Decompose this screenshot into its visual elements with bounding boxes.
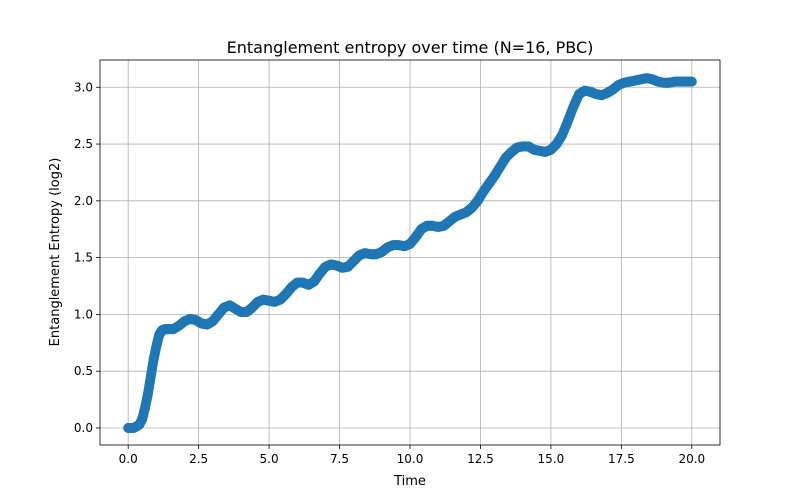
- x-tick-label: 15.0: [538, 452, 565, 466]
- y-tick-label: 1.0: [74, 307, 93, 321]
- x-tick-label: 20.0: [678, 452, 705, 466]
- x-tick-label: 2.5: [189, 452, 208, 466]
- x-tick-label: 0.0: [119, 452, 138, 466]
- x-axis-ticks: 0.0 2.5 5.0 7.5 10.0 12.5 15.0 17.5 20.0: [119, 445, 705, 466]
- y-tick-label: 0.5: [74, 364, 93, 378]
- y-axis-label: Entanglement Entropy (log2): [48, 158, 63, 347]
- y-tick-label: 1.5: [74, 251, 93, 265]
- x-tick-label: 7.5: [330, 452, 349, 466]
- y-axis-ticks: 0.0 0.5 1.0 1.5 2.0 2.5 3.0: [74, 80, 100, 435]
- y-tick-label: 3.0: [74, 80, 93, 94]
- grid: [100, 60, 720, 445]
- y-tick-label: 0.0: [74, 421, 93, 435]
- y-tick-label: 2.0: [74, 194, 93, 208]
- x-tick-label: 12.5: [467, 452, 494, 466]
- y-tick-label: 2.5: [74, 137, 93, 151]
- x-tick-label: 17.5: [608, 452, 635, 466]
- x-axis-label: Time: [393, 474, 426, 489]
- data-point: [686, 76, 697, 87]
- data-points: [123, 73, 697, 433]
- chart-title: Entanglement entropy over time (N=16, PB…: [227, 38, 594, 57]
- x-tick-label: 10.0: [397, 452, 424, 466]
- x-tick-label: 5.0: [260, 452, 279, 466]
